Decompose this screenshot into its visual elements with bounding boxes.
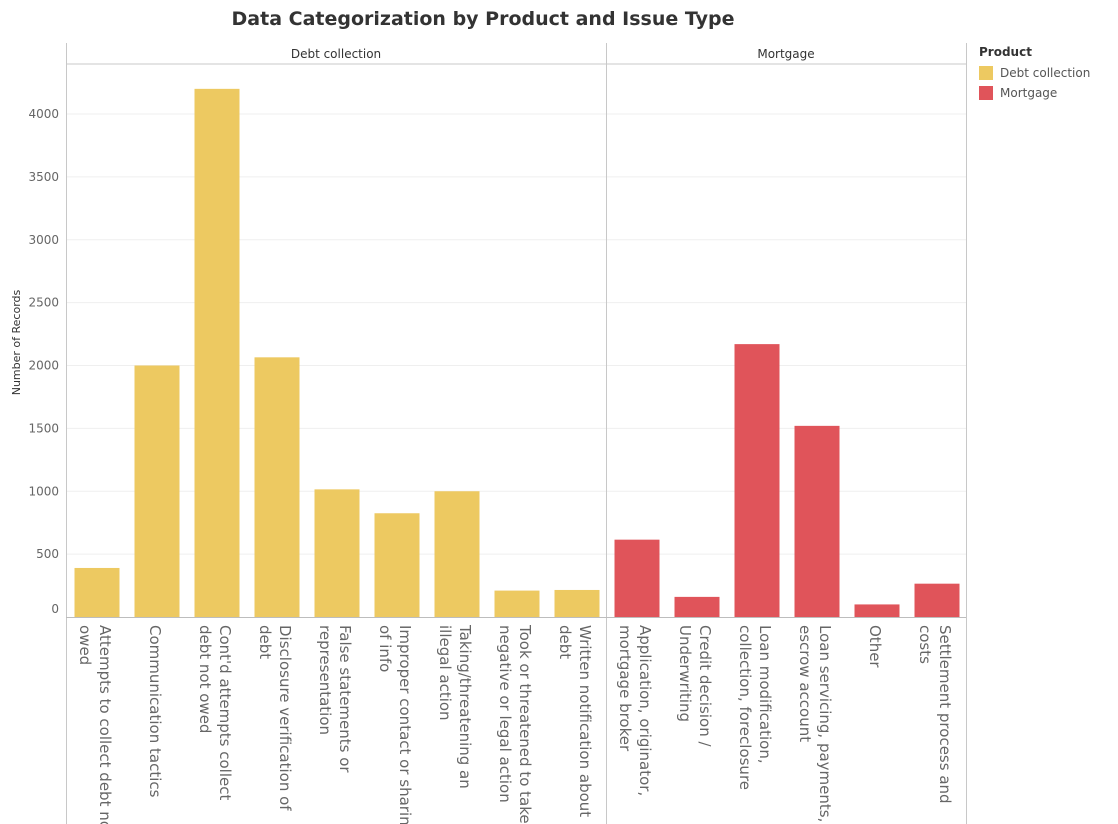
x-tick-label: negative or legal action — [496, 625, 514, 803]
bar-mortgage-5 — [854, 604, 900, 617]
bar-debt-collection-6 — [374, 513, 420, 617]
legend-swatch — [979, 86, 993, 100]
x-tick-label: Other — [866, 625, 884, 668]
x-tick-label: of info — [376, 625, 394, 672]
x-tick-label: Loan servicing, payments, — [816, 625, 834, 822]
x-tick-label: Settlement process and — [936, 625, 954, 804]
bar-mortgage-4 — [794, 425, 840, 617]
y-tick-label: 1500 — [28, 421, 59, 435]
y-tick-label: 4000 — [28, 107, 59, 121]
legend-item-debt-collection[interactable]: Debt collection — [979, 63, 1090, 83]
legend: Product Debt collection Mortgage — [979, 45, 1090, 103]
panel-header-debt-collection: Debt collection — [291, 47, 381, 61]
legend-swatch — [979, 66, 993, 80]
y-tick-label: 2000 — [28, 359, 59, 373]
legend-label: Debt collection — [1000, 66, 1091, 80]
x-tick-label: mortgage broker — [616, 625, 634, 752]
bar-debt-collection-8 — [494, 590, 540, 617]
legend-title: Product — [979, 45, 1032, 59]
bar-debt-collection-7 — [434, 491, 480, 617]
legend-label: Mortgage — [1000, 86, 1058, 100]
y-axis-label: Number of Records — [10, 289, 23, 395]
x-tick-label: Cont'd attempts collect — [216, 625, 234, 800]
x-tick-label: Improper contact or sharing — [396, 625, 414, 824]
y-tick-label: 500 — [36, 547, 59, 561]
y-tick-label: 1000 — [28, 484, 59, 498]
x-tick-label: escrow account — [796, 625, 814, 742]
y-tick-label: 3500 — [28, 170, 59, 184]
x-tick-label: Taking/threatening an — [456, 624, 474, 789]
panel-header-mortgage: Mortgage — [757, 47, 814, 61]
x-tick-label: debt not owed — [196, 625, 214, 733]
x-tick-label: Written notification about — [576, 625, 594, 817]
y-tick-label: 3000 — [28, 233, 59, 247]
x-tick-label: Attempts to collect debt not — [96, 625, 114, 824]
x-tick-label: Application, originator, — [636, 625, 654, 796]
bar-debt-collection-1 — [74, 567, 120, 617]
bar-debt-collection-3 — [194, 88, 240, 618]
bar-mortgage-6 — [914, 583, 960, 617]
bar-debt-collection-5 — [314, 489, 360, 617]
x-tick-label: Underwriting — [676, 625, 694, 722]
legend-item-mortgage[interactable]: Mortgage — [979, 83, 1090, 103]
x-tick-label: illegal action — [436, 625, 454, 721]
bars-layer — [74, 88, 960, 618]
bar-mortgage-2 — [674, 596, 720, 617]
bar-debt-collection-2 — [134, 365, 180, 617]
bar-mortgage-3 — [734, 344, 780, 617]
x-tick-label: Loan modification, — [756, 625, 774, 764]
x-tick-label: Communication tactics — [146, 625, 164, 798]
bar-mortgage-1 — [614, 539, 660, 617]
chart-title: Data Categorization by Product and Issue… — [231, 8, 735, 30]
x-tick-label: collection, foreclosure — [736, 625, 754, 790]
x-tick-label: Credit decision / — [696, 625, 714, 747]
labels-layer: Debt collection Attempts to collect debt … — [76, 47, 954, 824]
x-tick-label: representation — [316, 625, 334, 735]
y-tick-label: 0 — [51, 602, 59, 616]
x-tick-label: costs — [916, 625, 934, 664]
x-tick-label: False statements or — [336, 625, 354, 773]
x-tick-label: debt — [256, 625, 274, 659]
x-tick-label: owed — [76, 625, 94, 665]
frame-layer — [66, 43, 967, 824]
bar-debt-collection-4 — [254, 357, 300, 617]
x-tick-label: Took or threatened to take — [516, 624, 534, 824]
x-tick-label: Disclosure verification of — [276, 625, 294, 811]
x-tick-label: debt — [556, 625, 574, 659]
y-tick-label: 2500 — [28, 296, 59, 310]
bar-debt-collection-9 — [554, 589, 600, 617]
axis-layer: 0 500 1000 1500 2000 2500 3000 3500 4000 Number o… — [10, 107, 59, 616]
